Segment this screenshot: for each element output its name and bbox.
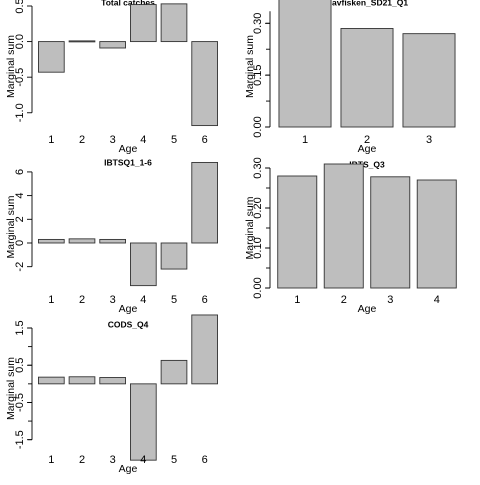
- y-tick-label: 0.5: [14, 0, 26, 14]
- panel-title: CODS_Q4: [108, 320, 149, 330]
- chart-panel-5: CODS_Q4 1 2 3 4 5 6 Age -1.5 -0.5 0.5 1.5 Marginal s…: [5, 314, 218, 475]
- y-tick-label: -2: [14, 262, 26, 272]
- y-axis-title: Marginal sum: [5, 35, 17, 98]
- x-tick-label: 1: [48, 134, 54, 146]
- x-tick-label: 2: [341, 294, 347, 306]
- y-tick-label: 0.0: [14, 34, 26, 49]
- bar-5: [160, 359, 188, 385]
- y-tick-label: 1.5: [14, 320, 26, 335]
- bar-2: [68, 40, 96, 43]
- y-axis-title: Marginal sum: [244, 35, 256, 98]
- x-tick-label: 3: [110, 454, 116, 466]
- panel-title: Havfisken_SD21_Q1: [326, 0, 408, 8]
- bar-1: [277, 175, 318, 289]
- x-tick-label: 5: [171, 294, 177, 306]
- bar-3: [99, 238, 126, 244]
- panel-title: Total catches: [101, 0, 155, 8]
- bar-3: [99, 41, 126, 49]
- bar-1: [38, 238, 65, 244]
- x-tick-label: 3: [387, 294, 393, 306]
- x-tick-label: 4: [140, 294, 146, 306]
- y-axis-title: Marginal sum: [5, 357, 17, 420]
- x-tick-label: 5: [171, 134, 177, 146]
- x-tick-label: 4: [434, 294, 440, 306]
- x-tick-label: 3: [110, 294, 116, 306]
- x-tick-label: 2: [364, 134, 370, 146]
- y-tick-label: 0.00: [252, 277, 264, 298]
- y-tick-label: 6: [14, 169, 26, 175]
- x-axis-title: Age: [119, 463, 138, 475]
- bar-2: [68, 238, 96, 244]
- x-axis-title: Age: [358, 143, 377, 155]
- bar-5: [160, 242, 188, 270]
- y-tick-label: 0.30: [252, 13, 264, 34]
- x-tick-label: 4: [140, 454, 146, 466]
- x-tick-label: 3: [426, 134, 432, 146]
- chart-panel-4: IBTS_Q3 1 2 3 4 Age 0.00 0.10 0.20 0.30 Marginal s…: [244, 157, 457, 315]
- y-tick-label: 0.10: [252, 237, 264, 258]
- x-axis-title: Age: [358, 303, 377, 315]
- bar-3: [402, 33, 456, 128]
- panel-title: IBTS_Q3: [349, 160, 385, 170]
- y-tick-label: 0.30: [252, 157, 264, 178]
- bar-4: [130, 383, 157, 461]
- bar-6: [191, 161, 218, 244]
- x-axis-title: Age: [119, 303, 138, 315]
- x-tick-label: 1: [48, 454, 54, 466]
- x-tick-label: 2: [79, 454, 85, 466]
- bar-6: [191, 314, 218, 385]
- x-tick-label: 6: [202, 134, 208, 146]
- y-tick-label: 2: [14, 216, 26, 222]
- bar-2: [68, 376, 96, 385]
- x-tick-label: 6: [202, 294, 208, 306]
- x-tick-label: 1: [48, 294, 54, 306]
- x-tick-label: 5: [171, 454, 177, 466]
- y-axis-title: Marginal sum: [5, 195, 17, 258]
- x-tick-label: 1: [302, 134, 308, 146]
- y-tick-label: -0.5: [14, 68, 26, 87]
- y-tick-label: 0.00: [252, 116, 264, 137]
- chart-panel-2: Havfisken_SD21_Q1 1 2 3 Age 0.00 0.15 0.30Margi…: [244, 0, 456, 155]
- y-tick-label: -1.0: [14, 103, 26, 122]
- bar-6: [191, 41, 218, 127]
- x-tick-label: 6: [202, 454, 208, 466]
- bar-4: [130, 242, 157, 287]
- bar-5: [160, 3, 188, 43]
- x-tick-label: 2: [79, 134, 85, 146]
- y-tick-label: 0: [14, 240, 26, 246]
- x-axis-title: Age: [119, 143, 138, 155]
- panel-title: IBTSQ1_1-6: [104, 158, 152, 168]
- bar-4: [130, 4, 157, 43]
- y-tick-label: 0.15: [252, 64, 264, 85]
- chart-panel-3: IBTSQ1_1-6 1 2 3 4 5 6 Age -2 0 2 4 6 Marginal sum: [5, 158, 218, 315]
- bar-2: [340, 28, 394, 128]
- bar-1: [38, 376, 65, 385]
- x-tick-label: 2: [79, 294, 85, 306]
- bar-1: [278, 0, 332, 128]
- x-tick-label: 3: [110, 134, 116, 146]
- y-tick-label: -1.5: [14, 430, 26, 449]
- y-tick-label: 0.5: [14, 358, 26, 373]
- x-tick-label: 4: [140, 134, 146, 146]
- y-tick-label: -0.5: [14, 393, 26, 412]
- bar-3: [370, 176, 411, 289]
- bar-4: [416, 179, 457, 289]
- y-tick-label: 4: [14, 193, 26, 199]
- x-tick-label: 1: [294, 294, 300, 306]
- bar-1: [38, 41, 65, 73]
- bar-3: [99, 377, 126, 385]
- y-axis-title: Marginal sum: [244, 196, 256, 259]
- chart-panel-1: Total catches 1 2 3 4 5 6 Age -1.0 -0.5 0.0 0.5 Marg…: [5, 0, 218, 155]
- y-tick-label: 0.20: [252, 197, 264, 218]
- bar-2: [323, 163, 364, 289]
